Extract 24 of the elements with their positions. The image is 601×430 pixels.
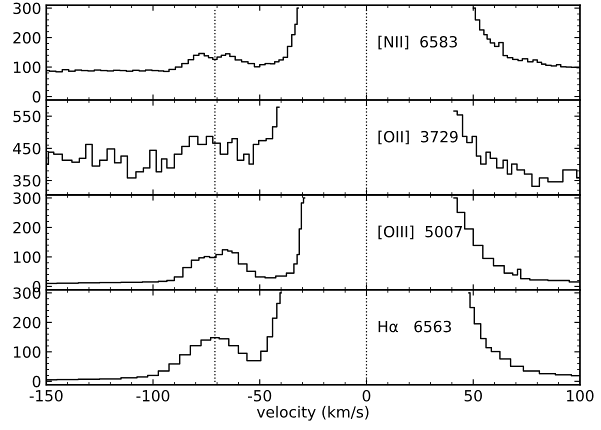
y-tick-label: 450 xyxy=(13,142,40,154)
x-tick-label: 0 xyxy=(362,390,370,402)
x-tick-label: 100 xyxy=(567,390,594,402)
annotation: [OII] 3729 xyxy=(378,130,458,144)
x-axis-title: velocity (km/s) xyxy=(256,406,368,421)
annotation: [NII] 6583 xyxy=(378,36,457,50)
x-tick-label: -100 xyxy=(136,390,170,402)
y-tick-label: 100 xyxy=(14,251,40,263)
y-tick-label: 200 xyxy=(13,222,40,234)
annotation: Hα 6563 xyxy=(378,320,451,332)
y-tick-label: 550 xyxy=(13,110,40,122)
y-tick-label: 0 xyxy=(32,376,40,388)
y-tick-label: 200 xyxy=(13,316,40,328)
y-tick-label: 350 xyxy=(13,174,40,187)
y-tick-label: 0 xyxy=(32,91,40,103)
x-tick-label: -50 xyxy=(248,390,272,402)
y-tick-label: 300 xyxy=(13,192,40,204)
y-tick-label: 300 xyxy=(13,2,40,14)
y-tick-label: 100 xyxy=(14,346,40,358)
x-tick-label: -150 xyxy=(30,390,63,402)
y-tick-label: 100 xyxy=(14,62,40,74)
x-tick-label: 50 xyxy=(464,390,482,402)
y-tick-label: 200 xyxy=(13,32,40,44)
annotation: [OIII] 5007 xyxy=(378,226,462,240)
